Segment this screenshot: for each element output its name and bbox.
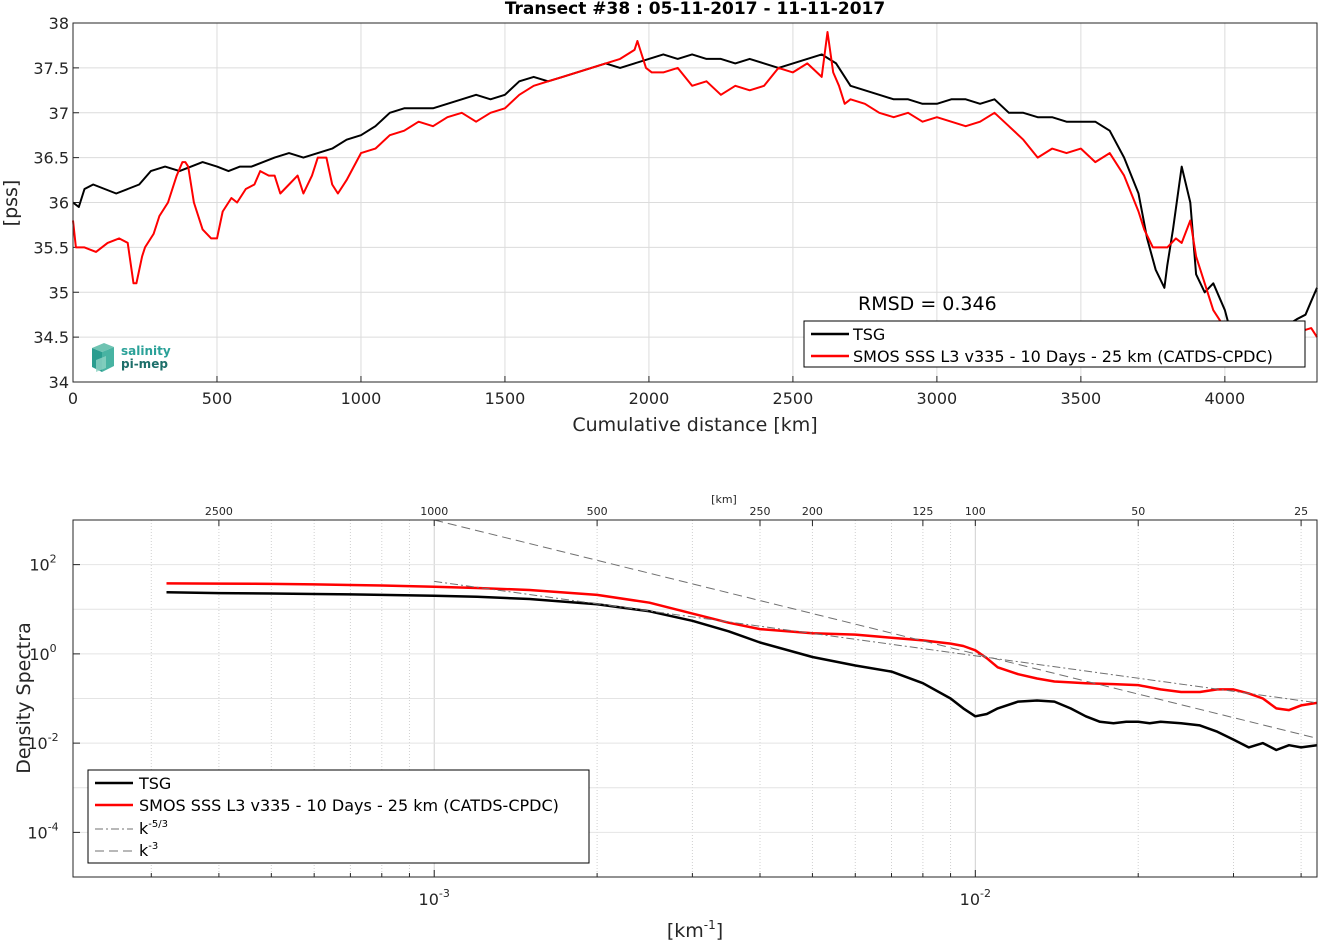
- logo-line-1: salinity: [121, 344, 171, 358]
- top-y-tick-label: 34.5: [33, 328, 69, 347]
- x-label-exp: -1: [704, 918, 716, 932]
- top-x-tick-label: 2500: [773, 389, 814, 408]
- tick-exponent: -4: [48, 820, 59, 833]
- top-km-axis-label: [km]: [711, 493, 737, 506]
- top-series: [72, 31, 1318, 365]
- series-line-k-5-3: [434, 580, 1317, 704]
- tick-exponent: -2: [980, 887, 991, 900]
- bottom-legend: TSG SMOS SSS L3 v335 - 10 Days - 25 km (…: [87, 769, 590, 864]
- x-label-base: [km: [667, 920, 704, 942]
- top-y-tick-label: 35: [49, 283, 69, 302]
- top-x-tick-label: 2000: [629, 389, 670, 408]
- top-y-axis-label: [pss]: [0, 180, 22, 227]
- tick-exponent: 2: [50, 553, 57, 566]
- top-y-tick-label: 37: [49, 104, 69, 123]
- rmsd-annotation: RMSD = 0.346: [858, 293, 997, 315]
- tick-base: 10: [27, 823, 47, 842]
- legend-label-smos: SMOS SSS L3 v335 - 10 Days - 25 km (CATD…: [853, 347, 1273, 366]
- salinity-transect-chart: Transect #38 : 05-11-2017 - 11-11-2017 0…: [0, 0, 1318, 436]
- tick-exponent: 0: [50, 642, 57, 655]
- legend-label-k53-base: k: [139, 819, 149, 838]
- km-tick-label: 250: [749, 505, 770, 518]
- top-x-tick-label: 0: [68, 389, 78, 408]
- top-x-tick-label: 500: [202, 389, 233, 408]
- bottom-y-tick-label: 10-2: [27, 731, 58, 753]
- bottom-x-tick-label: 10-3: [419, 887, 450, 909]
- bottom-y-tick-label: 102: [29, 553, 56, 575]
- legend-label-k3-base: k: [139, 841, 149, 860]
- logo-mark-icon: [92, 343, 114, 372]
- top-x-tick-label: 1000: [341, 389, 382, 408]
- chart-title: Transect #38 : 05-11-2017 - 11-11-2017: [505, 0, 885, 19]
- tick-base: 10: [960, 890, 980, 909]
- tick-base: 10: [27, 734, 47, 753]
- legend-label-tsg: TSG: [138, 774, 171, 793]
- km-tick-label: 500: [587, 505, 608, 518]
- km-tick-label: 125: [912, 505, 933, 518]
- top-plot-frame: [72, 22, 1318, 383]
- salinity-pi-mep-logo: salinity pi-mep: [92, 343, 171, 372]
- top-legend: TSG SMOS SSS L3 v335 - 10 Days - 25 km (…: [803, 320, 1306, 368]
- series-line-k-3: [434, 520, 1317, 739]
- top-x-tick-label: 4000: [1204, 389, 1245, 408]
- top-y-tick-label: 36.5: [33, 149, 69, 168]
- top-legend-box: [803, 320, 1306, 368]
- tick-exponent: -3: [439, 887, 450, 900]
- km-tick-label: 50: [1131, 505, 1145, 518]
- km-tick-label: 1000: [420, 505, 448, 518]
- series-line-tsg: [72, 53, 1318, 365]
- series-line-smos-sss-l3-v335-10-days-25-km-catds-cpdc: [166, 582, 1317, 712]
- legend-label-k3-sup: -3: [148, 841, 158, 852]
- top-x-axis-label: Cumulative distance [km]: [572, 414, 817, 436]
- legend-label-tsg-text: TSG: [138, 774, 171, 793]
- legend-label-smos-text: SMOS SSS L3 v335 - 10 Days - 25 km (CATD…: [139, 796, 559, 815]
- km-tick-label: 25: [1294, 505, 1308, 518]
- bottom-x-axis-label: [km-1]: [667, 918, 723, 942]
- legend-label-k53-sup: -5/3: [148, 819, 168, 830]
- top-axis-ticks: 0 500 1000 1500 2000 2500 3000 3500 4000 34 34.5 35…: [33, 14, 1245, 408]
- legend-label-tsg: TSG: [852, 325, 885, 344]
- bottom-x-tick-label: 10-2: [960, 887, 991, 909]
- tick-base: 10: [29, 556, 49, 575]
- legend-label-smos: SMOS SSS L3 v335 - 10 Days - 25 km (CATD…: [139, 796, 559, 815]
- km-tick-label: 100: [965, 505, 986, 518]
- tick-exponent: -2: [48, 731, 59, 744]
- tick-base: 10: [29, 645, 49, 664]
- top-y-tick-label: 36: [49, 194, 69, 213]
- series-line-smos-sss-l3-v335-10-days-25-km-catds-cpdc: [72, 31, 1318, 361]
- top-y-tick-label: 38: [49, 14, 69, 33]
- top-y-tick-label: 34: [49, 373, 69, 392]
- legend-label-k3: k-3: [139, 841, 158, 860]
- x-label-close: ]: [716, 920, 723, 942]
- series-line-tsg: [166, 591, 1317, 752]
- bottom-plot-frame: [72, 519, 1318, 878]
- km-tick-label: 200: [802, 505, 823, 518]
- legend-label-k53: k-5/3: [139, 819, 168, 838]
- bottom-y-tick-label: 100: [29, 642, 56, 664]
- top-y-tick-label: 35.5: [33, 238, 69, 257]
- bottom-y-tick-label: 10-4: [27, 820, 58, 842]
- top-x-tick-label: 1500: [485, 389, 526, 408]
- bottom-series: [166, 520, 1317, 752]
- km-tick-label: 2500: [205, 505, 233, 518]
- bottom-y-axis-label: Density Spectra: [13, 622, 35, 773]
- top-x-tick-label: 3000: [917, 389, 958, 408]
- top-x-tick-label: 3500: [1061, 389, 1102, 408]
- top-y-tick-label: 37.5: [33, 59, 69, 78]
- bottom-legend-box: [87, 769, 590, 864]
- logo-line-2: pi-mep: [121, 357, 168, 371]
- tick-base: 10: [419, 890, 439, 909]
